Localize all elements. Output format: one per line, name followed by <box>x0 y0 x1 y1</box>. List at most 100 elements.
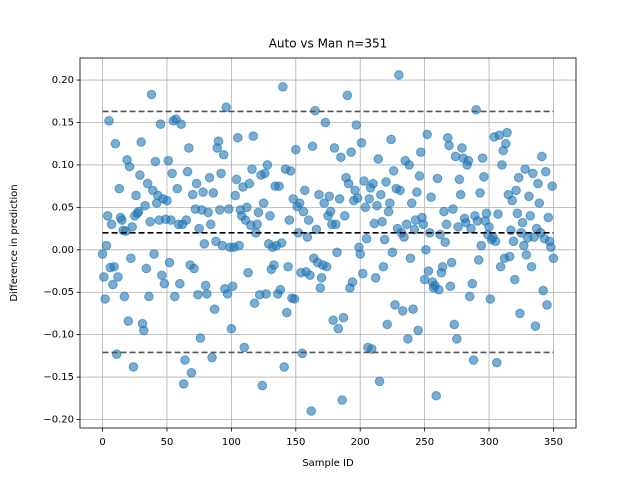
point <box>406 198 417 208</box>
point <box>306 406 317 416</box>
point <box>476 240 487 251</box>
point <box>446 257 457 268</box>
point <box>440 237 451 247</box>
point <box>285 166 296 176</box>
point <box>448 204 458 214</box>
point <box>432 173 443 184</box>
x-tick-label: 0 <box>99 437 105 448</box>
point <box>169 291 180 302</box>
point <box>493 209 503 219</box>
point <box>332 247 342 258</box>
point <box>135 170 145 180</box>
point <box>435 229 445 240</box>
point <box>397 306 408 316</box>
point <box>388 166 399 176</box>
point <box>525 211 536 221</box>
point <box>324 191 335 202</box>
point <box>310 105 320 116</box>
point <box>297 348 308 359</box>
point <box>253 207 264 218</box>
point <box>269 260 279 270</box>
point <box>339 211 350 221</box>
point <box>449 319 460 330</box>
point <box>276 238 287 248</box>
point <box>415 147 426 157</box>
point <box>262 160 273 170</box>
point <box>387 247 398 258</box>
chart-title: Auto vs Man n=351 <box>269 37 388 51</box>
point <box>528 168 538 179</box>
point <box>117 215 127 225</box>
point <box>300 185 310 196</box>
point <box>127 222 137 232</box>
point <box>218 149 229 160</box>
point <box>530 321 541 331</box>
point <box>481 208 492 219</box>
point <box>405 253 416 264</box>
point <box>412 187 422 197</box>
point <box>249 298 260 309</box>
point <box>510 274 520 285</box>
point <box>437 261 448 272</box>
point <box>281 307 292 318</box>
point <box>180 355 190 365</box>
point <box>508 236 519 247</box>
point <box>479 172 489 182</box>
point <box>99 272 109 282</box>
point <box>257 380 268 391</box>
point <box>495 261 506 272</box>
point <box>195 333 206 343</box>
point <box>248 131 259 141</box>
point <box>386 134 396 145</box>
plot-frame <box>79 57 577 429</box>
point <box>473 255 484 265</box>
point <box>294 198 305 208</box>
point <box>377 216 387 227</box>
point <box>275 284 286 295</box>
point <box>167 168 177 179</box>
y-tick-label: 0.15 <box>52 117 74 128</box>
point <box>126 253 136 264</box>
point <box>244 178 255 189</box>
point <box>538 285 548 296</box>
point <box>441 219 452 230</box>
point <box>484 222 494 232</box>
point <box>325 206 336 217</box>
point <box>204 172 215 183</box>
point <box>239 342 250 353</box>
point <box>537 151 547 162</box>
point <box>464 291 475 302</box>
point <box>252 219 262 230</box>
point <box>477 153 488 163</box>
point <box>378 261 389 272</box>
point <box>513 172 524 183</box>
point <box>379 234 390 245</box>
point <box>149 249 159 259</box>
point <box>217 240 228 251</box>
point <box>500 138 511 149</box>
ticks: 0 50 100 150 200 250 300 350 −0.20 −0.15 −0.10 −0.0… <box>43 75 563 448</box>
point <box>178 379 189 389</box>
point <box>337 395 347 405</box>
point <box>247 164 257 174</box>
point <box>519 240 529 251</box>
point <box>526 261 537 272</box>
y-tick-label: 0.10 <box>52 160 74 171</box>
point <box>258 198 269 208</box>
point <box>106 219 117 230</box>
point <box>359 176 369 186</box>
point <box>373 154 384 164</box>
point <box>243 267 253 278</box>
y-tick-label: −0.10 <box>43 330 74 341</box>
point <box>222 289 233 299</box>
point <box>162 195 172 206</box>
point <box>274 181 284 191</box>
point <box>346 147 356 157</box>
point <box>320 117 331 128</box>
point <box>376 189 386 200</box>
point <box>414 171 425 181</box>
point <box>182 166 193 177</box>
point <box>467 278 478 289</box>
point <box>102 211 113 221</box>
point <box>542 300 552 310</box>
